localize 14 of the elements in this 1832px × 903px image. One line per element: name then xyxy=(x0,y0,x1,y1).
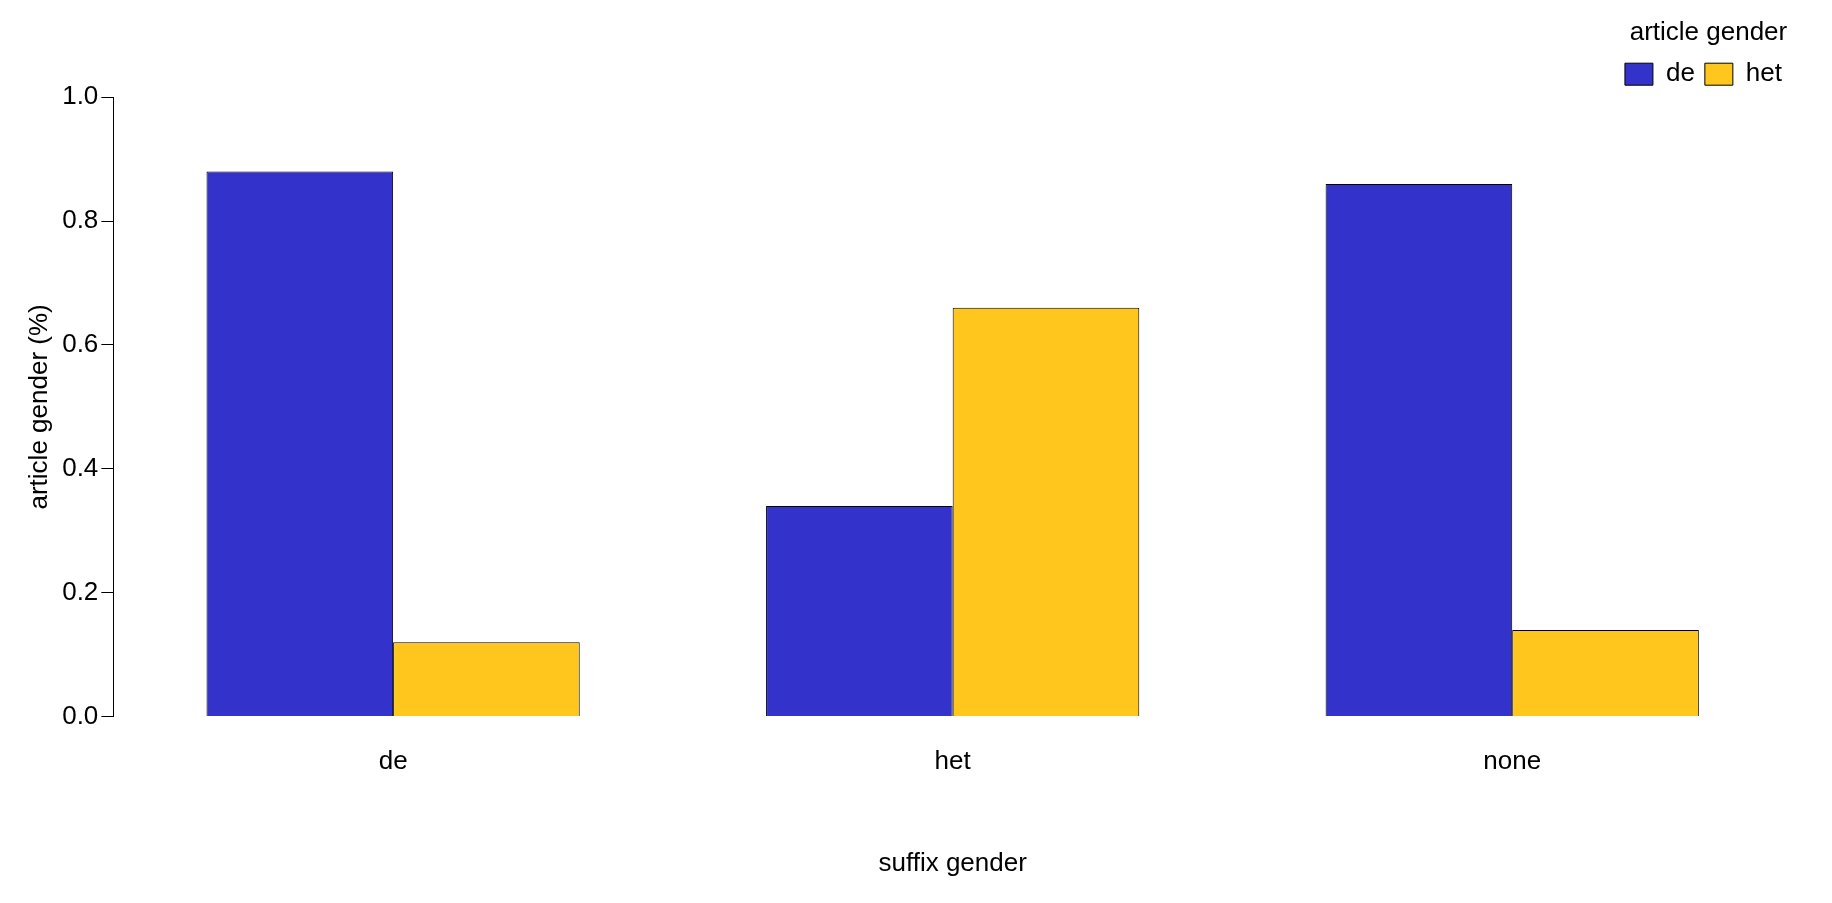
legend-label: de xyxy=(1665,57,1695,88)
x-tick-label: het xyxy=(934,745,972,776)
x-axis-title: suffix gender xyxy=(878,846,1028,877)
x-tick-label: de xyxy=(378,745,408,776)
y-tick-label: 0.8 xyxy=(62,204,99,235)
y-tick-label: 1.0 xyxy=(62,80,99,111)
y-tick-label: 0.0 xyxy=(62,699,99,730)
y-axis-title: article gender (%) xyxy=(22,304,53,510)
y-tick-label: 0.4 xyxy=(62,452,99,483)
x-tick-label: none xyxy=(1483,745,1542,776)
y-tick-label: 0.6 xyxy=(62,328,99,359)
legend-title: article gender xyxy=(1629,16,1788,47)
y-tick-label: 0.2 xyxy=(62,575,99,606)
legend-label: het xyxy=(1745,57,1783,88)
